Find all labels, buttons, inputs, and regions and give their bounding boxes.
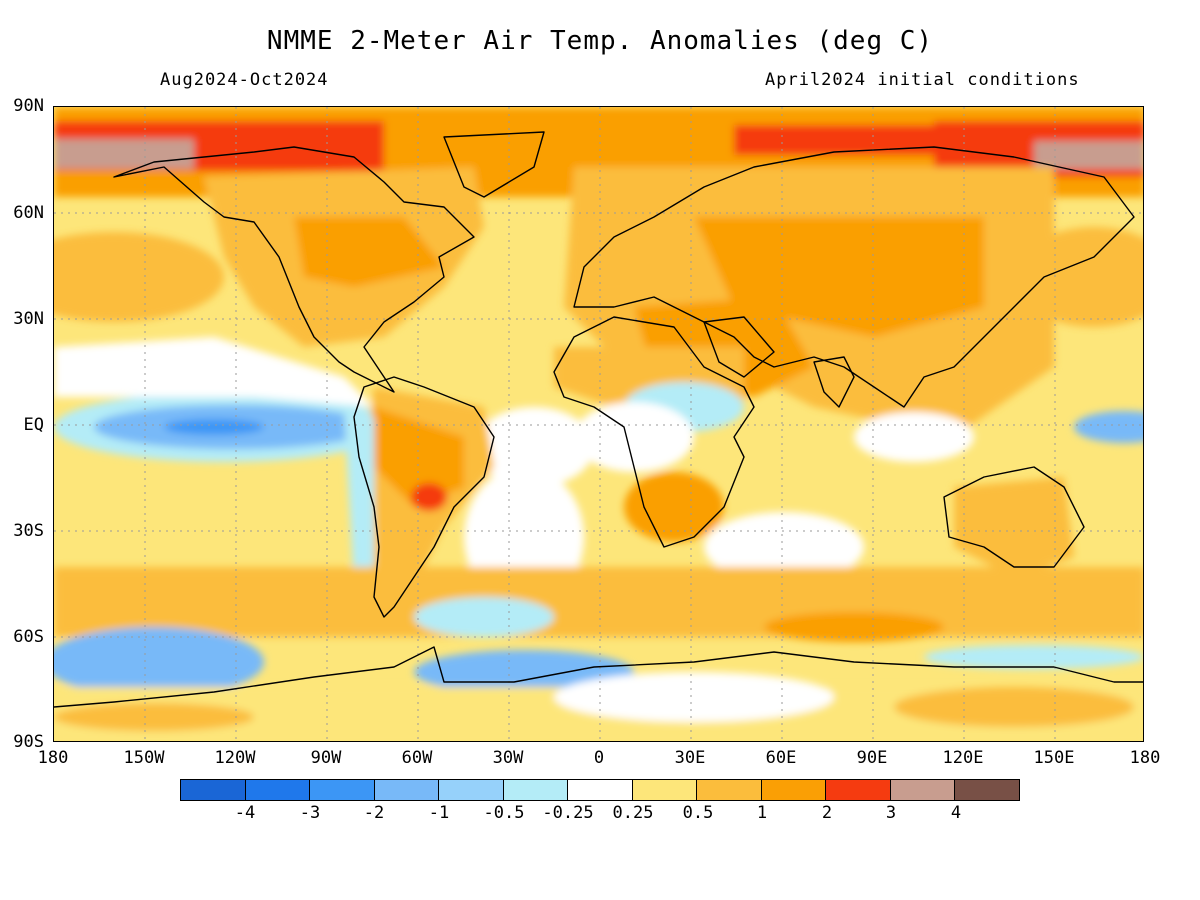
lat-label-eq: EQ xyxy=(23,415,44,435)
colorbar-box xyxy=(374,780,440,800)
lon-label-60e: 60E xyxy=(765,748,797,768)
lat-label-90n: 90N xyxy=(13,96,44,116)
coastline-india xyxy=(813,356,855,408)
coastline-africa xyxy=(553,316,755,548)
anomaly-map xyxy=(53,106,1144,742)
australia-warm xyxy=(954,477,1074,577)
colorbar-label: 0.5 xyxy=(682,803,714,823)
coastline-arabia xyxy=(703,316,775,378)
colorbar-box xyxy=(181,780,246,800)
southern-africa-hot xyxy=(624,472,724,542)
lat-label-30s: 30S xyxy=(13,521,44,541)
lon-label-60w: 60W xyxy=(401,748,433,768)
south-pacific-cold xyxy=(54,627,264,697)
brazil-hot xyxy=(374,407,464,507)
initial-conditions: April2024 initial conditions xyxy=(765,70,1080,90)
ross-sea-cool xyxy=(924,645,1143,669)
canada-hot xyxy=(294,217,444,287)
lon-label-180e: 180 xyxy=(1129,748,1161,768)
colorbar-box xyxy=(503,780,569,800)
coastline-antarctica xyxy=(54,646,1143,708)
colorbar-label: -2 xyxy=(363,803,385,823)
valid-period: Aug2024-Oct2024 xyxy=(160,70,329,90)
lat-label-60s: 60S xyxy=(13,627,44,647)
colorbar xyxy=(180,779,1020,801)
lat-label-30n: 30N xyxy=(13,309,44,329)
colorbar-box xyxy=(697,780,762,800)
colorbar-box xyxy=(310,780,375,800)
west-pacific-cool xyxy=(1074,411,1143,443)
map-title: NMME 2-Meter Air Temp. Anomalies (deg C) xyxy=(266,26,934,56)
coastline-greenland xyxy=(443,131,545,198)
lon-label-150w: 150W xyxy=(123,748,165,768)
antarctica-west-hot xyxy=(54,703,254,731)
colorbar-label: 1 xyxy=(756,803,768,823)
colorbar-label: -0.5 xyxy=(483,803,525,823)
coastline-eurasia xyxy=(573,146,1135,408)
colorbar-box xyxy=(245,780,311,800)
southern-ocean-warm xyxy=(54,567,1143,637)
colorbar-box xyxy=(568,780,633,800)
colorbar-label: 4 xyxy=(950,803,962,823)
colorbar-label: -4 xyxy=(234,803,256,823)
west-africa-neutral xyxy=(574,402,694,472)
colorbar-label: -1 xyxy=(428,803,450,823)
lon-label-30e: 30E xyxy=(674,748,706,768)
lon-label-90e: 90E xyxy=(856,748,888,768)
coastline-south-america xyxy=(353,376,495,618)
colorbar-box xyxy=(890,780,956,800)
colorbar-label: 2 xyxy=(821,803,833,823)
antarctica-neutral xyxy=(554,672,834,722)
colorbar-box xyxy=(632,780,698,800)
southern-ocean-hot xyxy=(764,612,944,642)
lon-label-30w: 30W xyxy=(492,748,524,768)
colorbar-box xyxy=(826,780,891,800)
lon-label-150e: 150E xyxy=(1033,748,1075,768)
colorbar-label: -3 xyxy=(299,803,321,823)
south-atlantic-cool xyxy=(414,597,554,637)
colorbar-label: 3 xyxy=(885,803,897,823)
coastline-australia xyxy=(943,466,1085,568)
arctic-extreme xyxy=(54,139,194,169)
colorbar-box xyxy=(955,780,1019,800)
colorbar-label: -0.25 xyxy=(542,803,594,823)
arctic-hot-east xyxy=(734,125,934,155)
lat-label-60n: 60N xyxy=(13,203,44,223)
anomaly-map-svg xyxy=(54,107,1143,741)
maritime-continent-neutral xyxy=(854,412,974,462)
subtropical-pacific-neutral xyxy=(54,337,374,407)
colorbar-box xyxy=(439,780,504,800)
south-america-coast-cool xyxy=(344,407,374,607)
antarctica-hot xyxy=(894,687,1134,727)
lat-label-90s: 90S xyxy=(13,732,44,752)
lon-label-90w: 90W xyxy=(310,748,342,768)
north-pacific-warm xyxy=(54,232,224,322)
tropical-atlantic-neutral xyxy=(474,407,594,487)
east-pacific-colder xyxy=(164,419,264,435)
colorbar-label: 0.25 xyxy=(612,803,654,823)
colorbar-box xyxy=(761,780,827,800)
south-indian-neutral xyxy=(704,512,864,582)
coastline-north-america xyxy=(113,146,475,393)
lon-label-180w: 180 xyxy=(37,748,69,768)
brazil-very-hot xyxy=(411,483,447,511)
lon-label-0: 0 xyxy=(593,748,605,768)
lon-label-120w: 120W xyxy=(214,748,256,768)
siberia-extreme xyxy=(1034,141,1143,169)
lon-label-120e: 120E xyxy=(942,748,984,768)
